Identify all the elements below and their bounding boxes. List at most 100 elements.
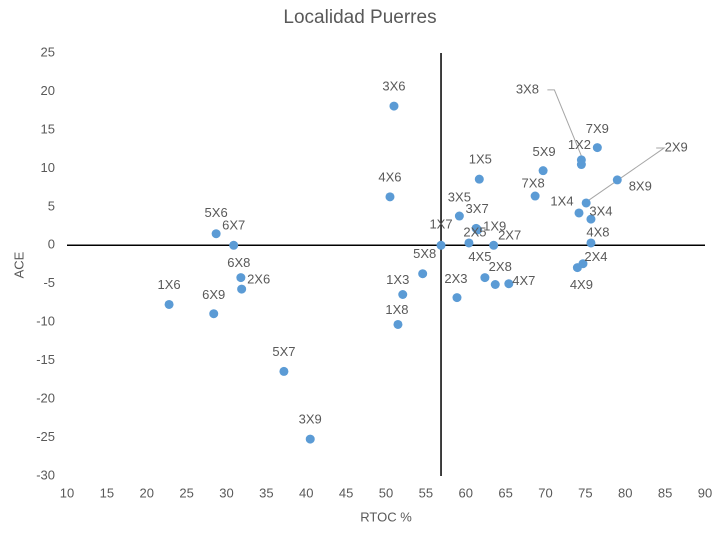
point-label: 4X9: [570, 277, 593, 292]
point-label: 4X5: [468, 249, 491, 264]
point-label: 2X7: [498, 228, 521, 243]
point: [480, 273, 490, 283]
point-label: 5X9: [533, 144, 556, 159]
point: [574, 208, 584, 218]
point: [592, 143, 602, 153]
point: [474, 174, 484, 184]
x-tick-label: 15: [100, 485, 114, 500]
point: [586, 214, 596, 224]
point: [454, 211, 464, 221]
y-tick-label: -30: [36, 467, 55, 482]
point-label: 1X7: [429, 217, 452, 232]
point: [473, 225, 483, 235]
x-tick-label: 75: [578, 485, 592, 500]
point: [489, 240, 499, 250]
point: [436, 240, 446, 250]
point-label: 6X7: [222, 218, 245, 233]
chart-title: Localidad Puerres: [283, 7, 436, 28]
point: [237, 284, 247, 294]
point-label: 5X8: [413, 246, 436, 261]
y-tick-label: 0: [48, 237, 55, 252]
x-tick-label: 50: [379, 485, 393, 500]
x-tick-label: 40: [299, 485, 313, 500]
point: [229, 240, 239, 250]
y-tick-label: 15: [41, 121, 55, 136]
x-tick-label: 90: [698, 485, 712, 500]
point-label: 8X9: [629, 178, 652, 193]
point: [452, 293, 462, 303]
point: [385, 192, 395, 202]
point-label: 5X7: [272, 344, 295, 359]
x-tick-label: 30: [219, 485, 233, 500]
y-tick-label: 25: [41, 44, 55, 59]
point: [209, 309, 219, 319]
point: [538, 166, 548, 176]
point-label: 7X9: [586, 121, 609, 136]
point: [279, 366, 289, 376]
point: [464, 238, 474, 248]
point: [581, 198, 591, 208]
point: [398, 289, 408, 299]
point-label: 7X8: [522, 175, 545, 190]
y-axis-title: ACE: [11, 251, 26, 278]
point-label: 2X6: [247, 272, 270, 287]
y-tick-label: 10: [41, 160, 55, 175]
point-label: 3X9: [299, 412, 322, 427]
x-tick-label: 45: [339, 485, 353, 500]
point-label: 3X7: [466, 201, 489, 216]
y-tick-label: -15: [36, 352, 55, 367]
x-tick-label: 10: [60, 485, 74, 500]
y-tick-label: -10: [36, 314, 55, 329]
x-tick-label: 85: [658, 485, 672, 500]
point-label: 3X8: [516, 81, 539, 96]
point-label: 3X6: [382, 79, 405, 94]
point-label: 1X6: [158, 277, 181, 292]
point: [490, 279, 500, 289]
x-tick-label: 25: [179, 485, 193, 500]
x-tick-label: 55: [419, 485, 433, 500]
point-label: 4X8: [586, 224, 609, 239]
point-label: 4X7: [512, 273, 535, 288]
x-tick-label: 70: [538, 485, 552, 500]
point: [504, 279, 514, 289]
point-label: 3X4: [589, 204, 612, 219]
x-tick-label: 80: [618, 485, 632, 500]
x-tick-label: 60: [459, 485, 473, 500]
x-tick-label: 35: [259, 485, 273, 500]
point: [418, 269, 428, 279]
y-tick-label: -25: [36, 429, 55, 444]
point-label: 1X9: [483, 218, 506, 233]
point: [211, 229, 221, 239]
point-label: 2X9: [665, 139, 688, 154]
leader-line: [547, 89, 582, 157]
point: [576, 160, 586, 170]
point-label: 2X3: [444, 271, 467, 286]
point-label: 1X2: [568, 137, 591, 152]
x-tick-label: 65: [498, 485, 512, 500]
point: [586, 238, 596, 248]
y-tick-label: 5: [48, 198, 55, 213]
point: [164, 299, 174, 309]
point-label: 3X5: [448, 189, 471, 204]
point-label: 4X6: [378, 169, 401, 184]
point-label: 6X8: [227, 255, 250, 270]
x-axis-title: RTOC %: [360, 509, 412, 524]
point-label: 1X3: [386, 272, 409, 287]
point: [305, 434, 315, 444]
point-label: 6X9: [202, 287, 225, 302]
point-label: 2X4: [584, 249, 607, 264]
point: [530, 191, 540, 201]
point-label: 2X5: [463, 224, 486, 239]
y-tick-label: -20: [36, 391, 55, 406]
point: [389, 101, 399, 111]
point-label: 2X8: [489, 259, 512, 274]
point-label: 1X5: [469, 152, 492, 167]
point-label: 1X4: [550, 193, 573, 208]
point: [572, 263, 582, 273]
point-label: 1X8: [385, 302, 408, 317]
point: [236, 273, 246, 283]
x-tick-label: 20: [140, 485, 154, 500]
y-tick-label: 20: [41, 83, 55, 98]
y-tick-label: -5: [43, 275, 55, 290]
